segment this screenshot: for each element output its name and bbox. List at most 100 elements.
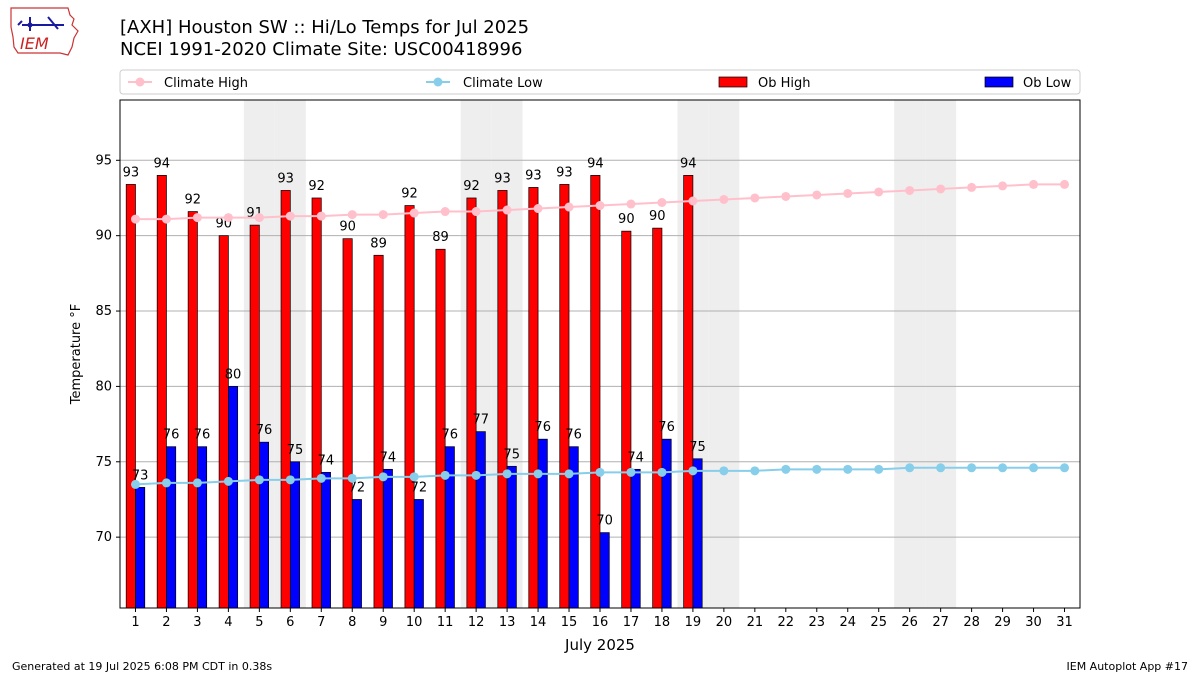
climate-high-point (874, 187, 884, 197)
title-line-1: [AXH] Houston SW :: Hi/Lo Temps for Jul … (120, 17, 530, 38)
climate-low-point (130, 479, 140, 489)
ob-high-bar (218, 235, 229, 609)
climate-low-point (812, 464, 822, 474)
climate-low-point (564, 469, 574, 479)
climate-high-point (285, 211, 295, 221)
climate-high-point (781, 191, 791, 201)
climate-low-point (750, 466, 760, 476)
climate-high-point (657, 198, 667, 208)
y-tick-label: 90 (95, 229, 112, 244)
ob-high-label: 89 (370, 236, 387, 251)
climate-high-point (316, 211, 326, 221)
y-tick-label: 70 (95, 530, 112, 545)
ob-high-label: 94 (154, 156, 171, 171)
ob-low-bar (320, 471, 331, 609)
legend-ob-low-swatch (984, 76, 1014, 88)
ob-low-bar (135, 487, 146, 609)
y-tick-label: 80 (95, 379, 112, 394)
x-tick-label: 29 (994, 615, 1011, 630)
ob-high-label: 90 (649, 209, 666, 224)
climate-high-point (1060, 179, 1070, 189)
ob-low-label: 80 (225, 367, 242, 382)
x-tick-label: 18 (654, 615, 671, 630)
ob-low-label: 76 (658, 420, 675, 435)
legend-box (119, 69, 1081, 95)
y-tick-label: 95 (95, 153, 112, 168)
climate-low-point (254, 475, 264, 485)
ob-high-label: 93 (556, 165, 573, 180)
ob-low-bar (259, 441, 269, 609)
climate-low-point (719, 466, 729, 476)
climate-high-point (440, 207, 450, 217)
ob-low-bar (413, 499, 424, 609)
x-tick-label: 6 (286, 615, 294, 630)
legend-climate-high-marker (135, 77, 145, 87)
x-tick-label: 28 (963, 615, 980, 630)
ob-high-bar (342, 238, 353, 609)
ob-high-bar (187, 211, 198, 609)
ob-high-label: 89 (432, 230, 449, 245)
ob-low-bar (197, 446, 208, 609)
ob-high-label: 93 (494, 171, 511, 186)
climate-low-point (347, 473, 357, 483)
ob-low-bar (382, 468, 393, 609)
climate-low-point (502, 469, 512, 479)
x-tick-label: 21 (747, 615, 764, 630)
climate-high-point (998, 181, 1008, 191)
ob-low-label: 76 (256, 423, 273, 438)
y-tick-label: 85 (95, 304, 112, 319)
ob-low-label: 70 (596, 514, 613, 529)
ob-high-bar (311, 197, 322, 609)
x-tick-label: 9 (379, 615, 387, 630)
legend-ob-high-swatch (718, 76, 748, 88)
ob-high-bar (280, 190, 291, 609)
iem-logo: IEM (10, 7, 79, 56)
climate-high-point (812, 190, 822, 200)
ob-high-label: 90 (618, 212, 635, 227)
ob-high-bar (125, 184, 136, 609)
x-tick-label: 31 (1056, 615, 1073, 630)
ob-low-label: 76 (534, 420, 551, 435)
climate-high-point (905, 185, 915, 195)
climate-low-point (595, 467, 605, 477)
ob-high-bar (621, 230, 632, 609)
logo-text: IEM (20, 34, 49, 53)
x-tick-label: 3 (193, 615, 201, 630)
ob-high-label: 94 (587, 156, 604, 171)
y-axis-label: Temperature °F (69, 304, 84, 405)
ob-high-label: 93 (123, 165, 140, 180)
climate-high-point (378, 210, 388, 220)
climate-low-point (533, 469, 543, 479)
climate-low-point (781, 464, 791, 474)
ob-low-label: 77 (473, 413, 490, 428)
climate-high-point (502, 205, 512, 215)
legend-climate-low-marker (433, 77, 443, 87)
chart-title: [AXH] Houston SW :: Hi/Lo Temps for Jul … (120, 17, 529, 61)
x-tick-label: 5 (255, 615, 263, 630)
climate-low-point (192, 478, 202, 488)
climate-high-point (719, 194, 729, 204)
climate-high-point (161, 214, 171, 224)
ob-high-label: 90 (339, 220, 356, 235)
x-tick-label: 20 (716, 615, 733, 630)
x-tick-label: 4 (224, 615, 232, 630)
ob-high-bar (590, 175, 601, 609)
climate-low-point (998, 463, 1008, 473)
ob-high-bar (652, 227, 663, 609)
legend-ob-high-label: Ob High (758, 76, 811, 91)
ob-high-label: 94 (680, 156, 697, 171)
ob-low-label: 74 (380, 450, 397, 465)
ob-high-bar (466, 197, 477, 609)
climate-high-point (533, 204, 543, 214)
ob-low-bar (228, 386, 239, 609)
climate-low-point (905, 463, 915, 473)
title-line-2: NCEI 1991-2020 Climate Site: USC00418996 (120, 39, 523, 60)
climate-high-point (471, 207, 481, 217)
ob-low-label: 74 (318, 453, 335, 468)
x-tick-label: 22 (778, 615, 795, 630)
x-tick-label: 23 (809, 615, 826, 630)
ob-low-bar (599, 532, 610, 609)
climate-high-point (967, 182, 977, 192)
ob-low-label: 76 (163, 428, 180, 443)
